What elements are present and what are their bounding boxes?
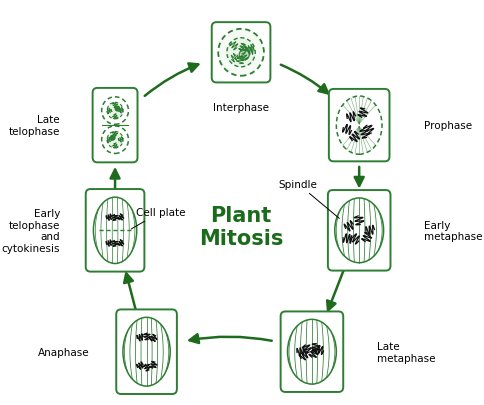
FancyBboxPatch shape [116,310,177,394]
FancyBboxPatch shape [92,89,137,163]
FancyArrowPatch shape [327,269,344,311]
Text: Late
metaphase: Late metaphase [377,341,436,362]
Ellipse shape [336,97,382,155]
Circle shape [102,98,128,125]
Circle shape [115,106,121,112]
FancyBboxPatch shape [86,190,144,272]
FancyBboxPatch shape [328,191,391,271]
FancyArrowPatch shape [281,66,328,94]
Ellipse shape [287,320,336,384]
Text: Anaphase: Anaphase [38,347,90,357]
FancyArrowPatch shape [190,335,272,343]
Text: Late
telophase: Late telophase [9,115,60,136]
Text: Prophase: Prophase [424,121,472,131]
FancyBboxPatch shape [281,312,343,392]
FancyBboxPatch shape [212,23,271,83]
Text: Early
metaphase: Early metaphase [424,220,483,241]
FancyArrowPatch shape [355,167,363,186]
FancyArrowPatch shape [145,64,198,97]
Ellipse shape [123,318,170,386]
FancyArrowPatch shape [124,274,136,311]
Ellipse shape [93,198,136,264]
Text: Spindle: Spindle [278,179,339,219]
Circle shape [227,38,255,68]
Ellipse shape [335,198,384,263]
FancyBboxPatch shape [329,90,390,162]
Text: Cell plate: Cell plate [131,208,185,229]
Text: Interphase: Interphase [213,102,269,113]
Circle shape [218,30,264,77]
Circle shape [239,51,249,61]
Circle shape [110,135,116,141]
Text: Plant
Mitosis: Plant Mitosis [199,205,283,248]
FancyArrowPatch shape [111,170,120,189]
Text: Early
telophase
and
cytokinesis: Early telophase and cytokinesis [1,209,60,253]
Circle shape [107,103,123,119]
Circle shape [102,127,128,154]
Circle shape [107,132,123,149]
